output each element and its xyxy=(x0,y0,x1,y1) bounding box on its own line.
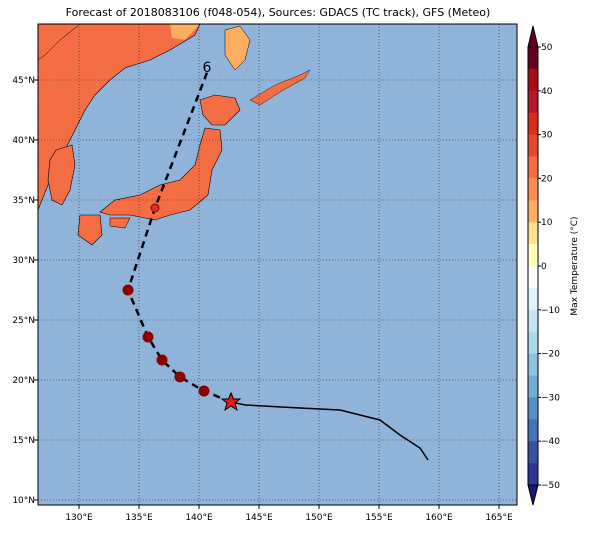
colorbar-band xyxy=(528,244,538,267)
lon-label: 145°E xyxy=(245,513,273,523)
colorbar-band xyxy=(528,353,538,376)
colorbar-tick-label: 0 xyxy=(541,262,547,272)
lat-label: 45°N xyxy=(12,76,35,86)
colorbar-tick-label: 30 xyxy=(541,131,553,141)
colorbar-band xyxy=(528,90,538,114)
past-track xyxy=(230,401,429,461)
lat-label: 20°N xyxy=(12,376,35,386)
lat-label: 15°N xyxy=(12,436,35,446)
colorbar-band xyxy=(528,112,538,136)
colorbar-band xyxy=(528,419,538,442)
kyushu xyxy=(77,214,103,246)
lat-label: 10°N xyxy=(12,496,35,506)
lon-label: 160°E xyxy=(425,513,453,523)
current-position xyxy=(220,391,242,412)
lon-label: 130°E xyxy=(65,513,93,523)
storm-symbols xyxy=(122,203,210,397)
lon-label: 140°E xyxy=(185,513,213,523)
colorbar-band xyxy=(528,397,538,420)
storm-icon xyxy=(198,385,210,397)
lon-label: 165°E xyxy=(485,513,513,523)
land xyxy=(38,24,81,61)
warm-patch xyxy=(170,24,200,40)
hokkaido xyxy=(199,94,241,126)
sea xyxy=(38,24,517,505)
lon-label: 135°E xyxy=(125,513,153,523)
shikoku xyxy=(109,217,131,229)
colorbar-band xyxy=(528,200,538,223)
china-land xyxy=(38,24,201,211)
colorbar-tick-label: 50 xyxy=(541,43,553,53)
colorbar-tick-label: −10 xyxy=(541,306,560,316)
honshu xyxy=(99,127,223,221)
colorbar-band xyxy=(528,441,538,464)
sakhalin xyxy=(224,25,251,71)
colorbar-band xyxy=(528,287,538,311)
map-area: 6 xyxy=(38,24,517,505)
storm-icon xyxy=(150,203,160,213)
track-label: 6 xyxy=(203,60,212,76)
korea xyxy=(47,144,76,206)
colorbar: −50 −40 −30 −20 −10 0 10 20 30 40 50 xyxy=(527,25,560,506)
colorbar-tick-label: −30 xyxy=(541,393,560,403)
graticule xyxy=(38,24,517,505)
colorbar-tick-label: −50 xyxy=(541,481,560,491)
lat-label: 25°N xyxy=(12,316,35,326)
lon-label: 150°E xyxy=(305,513,333,523)
colorbar-extend xyxy=(527,25,539,48)
colorbar-band xyxy=(528,309,538,333)
lat-label: 35°N xyxy=(12,196,35,206)
colorbar-tick-label: 40 xyxy=(541,87,553,97)
colorbar-label: Max Temperature (°C) xyxy=(570,216,580,315)
colorbar-tick-label: 10 xyxy=(541,218,553,228)
lon-label: 155°E xyxy=(365,513,393,523)
colorbar-tick-label: 20 xyxy=(541,174,553,184)
colorbar-band xyxy=(528,68,538,92)
forecast-track xyxy=(126,69,232,404)
colorbar-tick-label: −40 xyxy=(541,437,560,447)
lat-label: 40°N xyxy=(12,136,35,146)
colorbar-band xyxy=(528,463,538,486)
storm-icon xyxy=(156,354,168,366)
map-frame xyxy=(37,23,518,506)
colorbar-extend xyxy=(527,484,539,506)
colorbar-band xyxy=(528,331,538,355)
colorbar-band xyxy=(528,178,538,201)
lat-label: 30°N xyxy=(12,256,35,266)
colorbar-band xyxy=(528,266,538,289)
title: Forecast of 2018083106 (f048-054), Sourc… xyxy=(66,6,491,19)
colorbar-tick-label: −20 xyxy=(541,350,560,360)
colorbar-band xyxy=(528,222,538,245)
colorbar-band xyxy=(528,47,538,70)
colorbar-band xyxy=(528,375,538,398)
colorbar-band xyxy=(528,134,538,157)
storm-icon xyxy=(142,331,154,343)
storm-icon xyxy=(174,371,186,383)
colorbar-band xyxy=(528,156,538,179)
storm-icon xyxy=(122,284,134,296)
kurils xyxy=(249,69,311,106)
